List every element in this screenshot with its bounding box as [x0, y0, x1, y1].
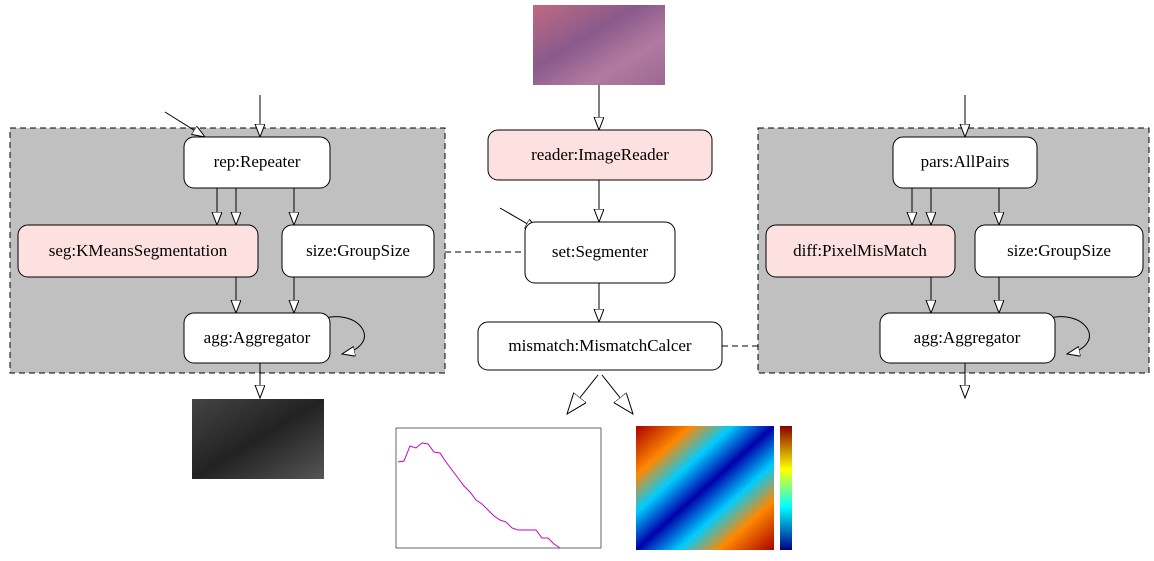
node-label: pars:AllPairs [921, 152, 1010, 171]
line-plot [396, 428, 601, 548]
node-label: diff:PixelMisMatch [793, 241, 927, 260]
node-label: agg:Aggregator [914, 328, 1021, 347]
edge [567, 375, 598, 414]
segmented-image [192, 399, 324, 479]
node-label: rep:Repeater [214, 152, 301, 171]
node-label: size:GroupSize [306, 241, 410, 260]
node-label: seg:KMeansSegmentation [49, 241, 228, 260]
edge [602, 375, 633, 414]
node-label: reader:ImageReader [531, 145, 669, 164]
node-label: size:GroupSize [1007, 241, 1111, 260]
heatmap [636, 426, 792, 550]
input-image [533, 5, 665, 85]
node-label: agg:Aggregator [204, 328, 311, 347]
node-label: mismatch:MismatchCalcer [508, 336, 692, 355]
diagram: rep:Repeater seg:KMeansSegmentation size… [0, 0, 1154, 561]
node-label: set:Segmenter [552, 242, 649, 261]
